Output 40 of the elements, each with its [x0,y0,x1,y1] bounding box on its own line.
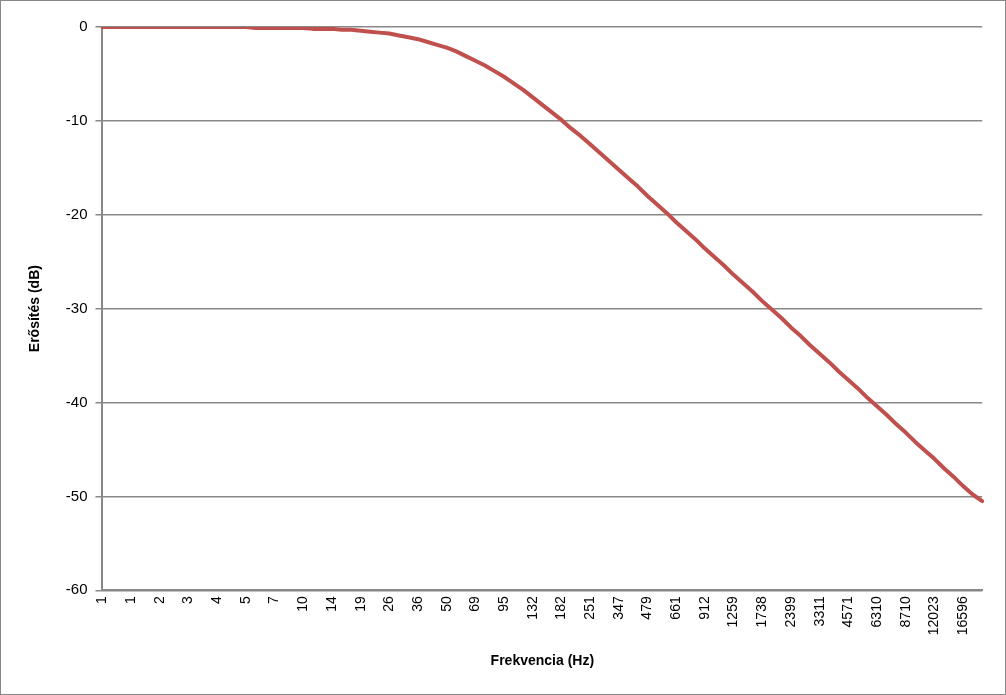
x-tick-label: 6310 [867,596,884,628]
x-tick-label: 2 [150,596,167,605]
x-tick-label: 479 [638,596,655,620]
x-tick-label: 1 [93,596,110,605]
x-tick-label: 95 [494,596,511,612]
x-tick-label: 4571 [839,596,856,628]
y-tick-label: -10 [65,111,88,129]
y-tick-label: 0 [79,17,88,35]
y-axis-title: Erősítés (dB) [26,265,43,353]
y-tick-label: -30 [65,298,88,316]
x-tick-label: 12023 [925,596,942,636]
x-tick-label: 182 [552,596,569,620]
x-tick-label: 347 [609,596,626,620]
x-tick-label: 4 [208,596,225,605]
x-tick-label: 16596 [953,596,970,636]
x-tick-label: 10 [294,596,311,612]
x-tick-label: 5 [236,596,253,605]
x-tick-label: 26 [380,596,397,612]
x-tick-label: 7 [265,596,282,605]
x-tick-label: 50 [437,596,454,612]
x-axis-title: Frekvencia (Hz) [490,652,595,669]
x-tick-label: 3311 [810,596,827,627]
x-tick-label: 2399 [781,596,798,628]
y-tick-label: -20 [65,204,88,222]
x-tick-label: 69 [466,596,483,612]
y-tick-label: -60 [65,580,88,598]
x-tick-label: 251 [581,596,598,620]
x-tick-label: 14 [322,596,339,612]
x-tick-label: 661 [667,596,684,620]
y-tick-label: -50 [65,486,88,504]
x-tick-label: 1738 [753,596,770,628]
x-tick-label: 3 [179,596,196,605]
x-tick-label: 36 [408,596,425,612]
x-tick-label: 8710 [896,596,913,628]
x-tick-label: 912 [695,596,712,620]
x-tick-label: 1 [122,596,139,605]
x-tick-label: 132 [523,596,540,620]
y-tick-label: -40 [65,392,88,410]
x-tick-label: 19 [351,596,368,612]
x-tick-label: 1259 [724,596,741,628]
